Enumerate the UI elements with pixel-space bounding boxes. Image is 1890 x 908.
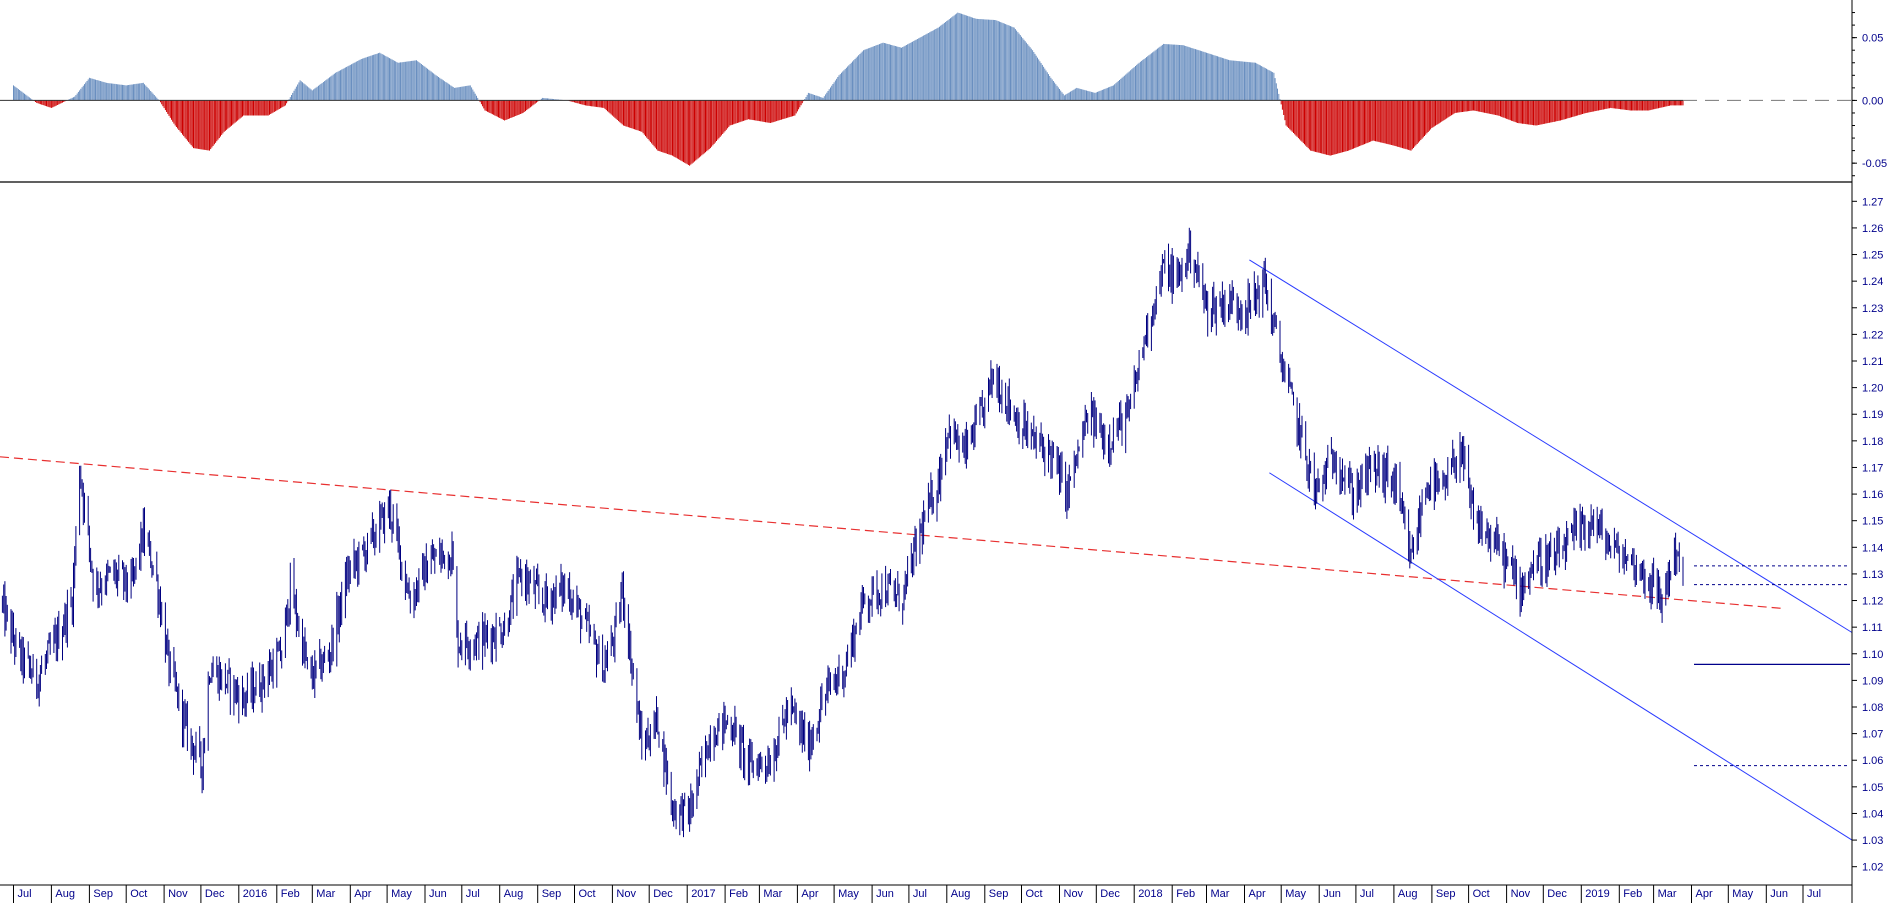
x-axis-label: Jun (1770, 888, 1788, 900)
x-axis-label: Nov (1064, 888, 1084, 900)
price-y-tick-label: 1.22 (1862, 329, 1883, 341)
x-axis-label: Sep (93, 888, 113, 900)
price-y-tick-label: 1.03 (1862, 835, 1883, 847)
price-y-tick-label: 1.13 (1862, 569, 1883, 581)
price-y-tick-label: 1.15 (1862, 516, 1883, 528)
x-axis-label: Feb (1623, 888, 1642, 900)
oscillator-panel (0, 12, 1852, 166)
x-axis-label: Nov (168, 888, 188, 900)
price-y-tick-label: 1.12 (1862, 596, 1883, 608)
x-axis-label: Dec (205, 888, 225, 900)
x-axis-label: Apr (1249, 888, 1266, 900)
x-axis-label: Jun (429, 888, 447, 900)
x-axis-label: Apr (1696, 888, 1713, 900)
x-axis-label: Sep (542, 888, 562, 900)
x-axis-label: Mar (316, 888, 335, 900)
x-axis-label: Sep (989, 888, 1009, 900)
price-y-tick-label: 1.27 (1862, 196, 1883, 208)
x-axis-label: Aug (55, 888, 75, 900)
x-axis-label: May (1285, 888, 1306, 900)
x-axis-label: Jul (913, 888, 927, 900)
price-y-tick-label: 1.21 (1862, 356, 1883, 368)
x-axis-label: Oct (1473, 888, 1490, 900)
price-y-tick-label: 1.06 (1862, 755, 1883, 767)
x-axis-label: Feb (1176, 888, 1195, 900)
x-axis-label: Oct (1026, 888, 1043, 900)
price-y-tick-label: 1.10 (1862, 649, 1883, 661)
x-axis-label: Feb (729, 888, 748, 900)
x-axis-label: May (1732, 888, 1753, 900)
channel-lower-line (1269, 472, 1853, 841)
x-axis-label: Oct (579, 888, 596, 900)
price-y-tick-label: 1.25 (1862, 250, 1883, 262)
price-y-tick-label: 1.08 (1862, 702, 1883, 714)
channel-upper-line (1249, 259, 1853, 633)
x-axis-label: Nov (1511, 888, 1531, 900)
price-y-tick-label: 1.23 (1862, 303, 1883, 315)
price-y-tick-label: 1.05 (1862, 782, 1883, 794)
price-y-tick-label: 1.16 (1862, 489, 1883, 501)
price-y-tick-label: 1.04 (1862, 808, 1883, 820)
price-y-tick-label: 1.18 (1862, 436, 1883, 448)
x-axis-label: Dec (1547, 888, 1567, 900)
x-axis-label: Jul (466, 888, 480, 900)
x-axis-label: Jul (1807, 888, 1821, 900)
price-y-tick-label: 1.02 (1862, 862, 1883, 874)
x-axis-label: 2018 (1138, 888, 1162, 900)
x-axis-label: Jun (876, 888, 894, 900)
osc-y-tick-label: 0.00 (1862, 95, 1883, 107)
x-axis-label: Mar (1658, 888, 1677, 900)
price-y-tick-label: 1.11 (1862, 622, 1883, 634)
x-axis-label: Aug (504, 888, 524, 900)
x-axis-label: Jul (1360, 888, 1374, 900)
price-y-tick-label: 1.24 (1862, 276, 1883, 288)
x-axis-label: 2019 (1585, 888, 1609, 900)
x-axis-label: 2017 (691, 888, 715, 900)
x-axis-label: May (838, 888, 859, 900)
price-y-tick-label: 1.19 (1862, 409, 1883, 421)
x-axis-label: Aug (1398, 888, 1418, 900)
x-axis-label: Apr (801, 888, 818, 900)
red-support-trendline (0, 456, 1784, 610)
x-axis-label: Mar (1211, 888, 1230, 900)
x-axis-label: Dec (1100, 888, 1120, 900)
x-axis-label: Feb (281, 888, 300, 900)
x-axis-label: Oct (130, 888, 147, 900)
osc-y-tick-label: -0.05 (1862, 158, 1887, 170)
x-axis-label: Mar (763, 888, 782, 900)
x-axis-label: May (391, 888, 412, 900)
price-y-tick-label: 1.20 (1862, 383, 1883, 395)
x-axis-label: Dec (653, 888, 673, 900)
price-y-tick-label: 1.17 (1862, 462, 1883, 474)
x-axis-label: Jun (1323, 888, 1341, 900)
osc-y-tick-label: 0.05 (1862, 33, 1883, 45)
x-axis-label: Aug (951, 888, 971, 900)
price-panel (0, 227, 1853, 841)
price-y-tick-label: 1.07 (1862, 729, 1883, 741)
x-axis-label: Jul (18, 888, 32, 900)
x-axis-label: Nov (616, 888, 636, 900)
x-axis-label: 2016 (243, 888, 267, 900)
price-y-tick-label: 1.09 (1862, 675, 1883, 687)
price-y-tick-label: 1.26 (1862, 223, 1883, 235)
x-axis-label: Sep (1436, 888, 1456, 900)
x-axis-label: Apr (354, 888, 371, 900)
price-y-tick-label: 1.14 (1862, 542, 1883, 554)
